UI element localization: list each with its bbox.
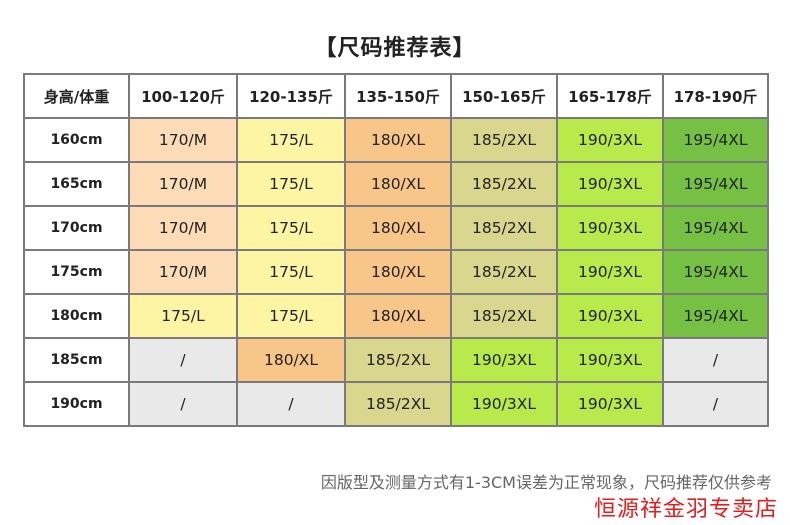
weight-header: 150-165斤 bbox=[450, 73, 558, 119]
table-row: 180cm 175/L 175/L 180/XL 185/2XL 190/3XL 195/4… bbox=[23, 293, 769, 339]
size-cell: 185/2XL bbox=[450, 161, 558, 207]
height-header: 170cm bbox=[23, 205, 130, 251]
weight-header: 100-120斤 bbox=[128, 73, 238, 119]
size-cell: 180/XL bbox=[344, 117, 452, 163]
size-cell: 190/3XL bbox=[556, 337, 664, 383]
size-cell: 195/4XL bbox=[662, 117, 769, 163]
size-cell: 195/4XL bbox=[662, 249, 769, 295]
size-cell: 170/M bbox=[128, 161, 238, 207]
size-chart-table: 身高/体重 100-120斤 120-135斤 135-150斤 150-165… bbox=[23, 73, 769, 427]
height-header: 165cm bbox=[23, 161, 130, 207]
size-cell: 180/XL bbox=[344, 161, 452, 207]
size-cell: 185/2XL bbox=[344, 337, 452, 383]
corner-header: 身高/体重 bbox=[23, 73, 130, 119]
size-cell: 195/4XL bbox=[662, 293, 769, 339]
size-cell: 190/3XL bbox=[556, 293, 664, 339]
size-cell: 180/XL bbox=[236, 337, 346, 383]
table-row: 175cm 170/M 175/L 180/XL 185/2XL 190/3XL 195/4… bbox=[23, 249, 769, 295]
size-cell: 185/2XL bbox=[450, 293, 558, 339]
weight-header: 135-150斤 bbox=[344, 73, 452, 119]
size-cell: 175/L bbox=[128, 293, 238, 339]
size-cell: / bbox=[662, 337, 769, 383]
weight-header: 165-178斤 bbox=[556, 73, 664, 119]
size-cell: 190/3XL bbox=[450, 381, 558, 427]
height-header: 160cm bbox=[23, 117, 130, 163]
table-row: 160cm 170/M 175/L 180/XL 185/2XL 190/3XL 195/4… bbox=[23, 117, 769, 163]
table-row: 170cm 170/M 175/L 180/XL 185/2XL 190/3XL 195/4… bbox=[23, 205, 769, 251]
size-cell: 175/L bbox=[236, 117, 346, 163]
size-cell: 195/4XL bbox=[662, 161, 769, 207]
size-cell: / bbox=[236, 381, 346, 427]
size-cell: 185/2XL bbox=[450, 205, 558, 251]
size-cell: / bbox=[128, 381, 238, 427]
size-cell: 170/M bbox=[128, 249, 238, 295]
size-cell: 195/4XL bbox=[662, 205, 769, 251]
size-cell: 175/L bbox=[236, 205, 346, 251]
size-cell: 175/L bbox=[236, 293, 346, 339]
size-cell: 185/2XL bbox=[344, 381, 452, 427]
size-cell: 190/3XL bbox=[556, 381, 664, 427]
table-row: 190cm //185/2XL 190/3XL 190/3XL / bbox=[23, 381, 769, 427]
height-header: 185cm bbox=[23, 337, 130, 383]
height-header: 180cm bbox=[23, 293, 130, 339]
size-cell: 180/XL bbox=[344, 205, 452, 251]
shop-watermark: 恒源祥金羽专卖店 bbox=[593, 497, 778, 522]
size-cell: / bbox=[662, 381, 769, 427]
height-header: 175cm bbox=[23, 249, 130, 295]
size-cell: 175/L bbox=[236, 249, 346, 295]
size-cell: 170/M bbox=[128, 205, 238, 251]
size-cell: 180/XL bbox=[344, 293, 452, 339]
table-row: 165cm 170/M 175/L 180/XL 185/2XL 190/3XL 195/4… bbox=[23, 161, 769, 207]
size-cell: / bbox=[128, 337, 238, 383]
size-cell: 190/3XL bbox=[556, 161, 664, 207]
weight-header: 178-190斤 bbox=[662, 73, 769, 119]
disclaimer-note: 因版型及测量方式有1-3CM误差为正常现象，尺码推荐仅供参考 bbox=[320, 473, 772, 492]
size-cell: 190/3XL bbox=[556, 205, 664, 251]
size-cell: 170/M bbox=[128, 117, 238, 163]
size-cell: 185/2XL bbox=[450, 117, 558, 163]
height-header: 190cm bbox=[23, 381, 130, 427]
weight-header: 120-135斤 bbox=[236, 73, 346, 119]
size-cell: 190/3XL bbox=[450, 337, 558, 383]
size-cell: 180/XL bbox=[344, 249, 452, 295]
page-title: 【尺码推荐表】 bbox=[314, 36, 476, 61]
table-row: 185cm/180/XL 185/2XL 190/3XL 190/3XL / bbox=[23, 337, 769, 383]
size-cell: 190/3XL bbox=[556, 249, 664, 295]
header-row: 身高/体重 100-120斤 120-135斤 135-150斤 150-165… bbox=[23, 73, 769, 119]
size-cell: 185/2XL bbox=[450, 249, 558, 295]
size-cell: 190/3XL bbox=[556, 117, 664, 163]
size-cell: 175/L bbox=[236, 161, 346, 207]
